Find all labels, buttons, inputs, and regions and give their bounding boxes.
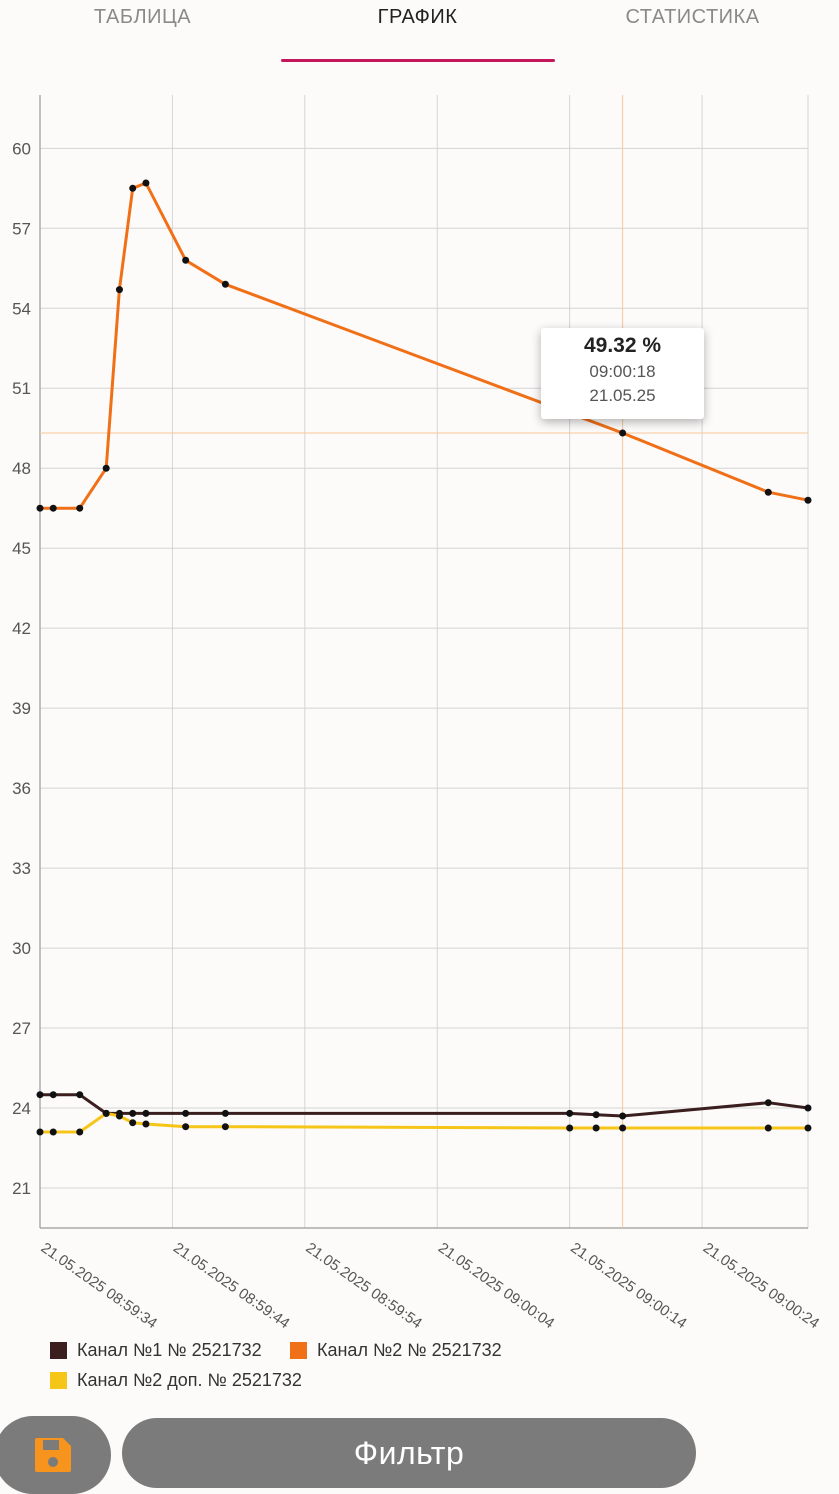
- data-point: [592, 1111, 600, 1119]
- data-point: [592, 1124, 600, 1132]
- filter-button[interactable]: Фильтр: [122, 1418, 696, 1488]
- y-tick-label: 33: [12, 859, 31, 878]
- save-button[interactable]: [0, 1416, 111, 1494]
- data-point: [182, 1123, 190, 1131]
- y-tick-label: 51: [12, 379, 31, 398]
- data-point: [619, 1124, 627, 1132]
- data-point: [102, 1109, 110, 1117]
- data-point: [129, 1119, 137, 1127]
- data-point: [764, 1099, 772, 1107]
- y-tick-label: 27: [12, 1019, 31, 1038]
- data-point: [619, 429, 627, 437]
- line-chart[interactable]: 21 24 27 30 33 36 39 42 45 48 51 54 57 60 21.05.2025 0…: [0, 70, 839, 1340]
- y-tick-label: 45: [12, 539, 31, 558]
- data-point: [129, 184, 137, 192]
- data-point: [115, 1112, 123, 1120]
- y-tick-label: 21: [12, 1179, 31, 1198]
- y-tick-label: 60: [12, 139, 31, 158]
- legend-item-channel2-extra: Канал №2 доп. № 2521732: [50, 1370, 302, 1391]
- data-point: [76, 504, 84, 512]
- legend-swatch: [290, 1342, 307, 1359]
- data-point: [804, 1104, 812, 1112]
- floppy-disk-icon: [34, 1438, 71, 1472]
- data-point: [619, 1112, 627, 1120]
- x-tick-label: 21.05.2025 08:59:54: [303, 1239, 425, 1332]
- y-tick-label: 24: [12, 1099, 31, 1118]
- data-point: [115, 286, 123, 294]
- data-point: [221, 1109, 229, 1117]
- data-point: [36, 1091, 44, 1099]
- y-tick-label: 36: [12, 779, 31, 798]
- x-tick-label: 21.05.2025 08:59:34: [38, 1239, 160, 1332]
- tab-statistics[interactable]: СТАТИСТИКА: [625, 6, 760, 28]
- legend-label: Канал №2 № 2521732: [317, 1340, 502, 1360]
- data-point: [182, 256, 190, 264]
- y-tick-label: 48: [12, 459, 31, 478]
- data-point: [49, 1128, 57, 1136]
- data-point: [764, 1124, 772, 1132]
- legend-label: Канал №1 № 2521732: [77, 1340, 262, 1360]
- y-tick-label: 54: [12, 299, 31, 318]
- tooltip-date: 21.05.25: [589, 386, 656, 405]
- x-tick-label: 21.05.2025 08:59:44: [170, 1239, 292, 1332]
- series-line-2: [40, 181, 809, 510]
- data-point: [49, 504, 57, 512]
- series-line-3: [40, 1111, 808, 1134]
- active-tab-indicator: [281, 59, 555, 62]
- data-point: [804, 1124, 812, 1132]
- tab-table[interactable]: ТАБЛИЦА: [93, 6, 192, 28]
- data-point: [566, 1109, 574, 1117]
- data-point: [566, 1124, 574, 1132]
- data-point: [764, 488, 772, 496]
- y-tick-label: 42: [12, 619, 31, 638]
- data-point: [76, 1128, 84, 1136]
- data-point: [804, 496, 812, 504]
- data-point: [221, 280, 229, 288]
- tooltip-time: 09:00:18: [589, 362, 656, 381]
- series-line-1: [40, 1093, 809, 1118]
- data-point: [49, 1091, 57, 1099]
- data-point: [182, 1109, 190, 1117]
- data-point: [36, 504, 44, 512]
- data-point: [102, 464, 110, 472]
- data-point: [76, 1091, 84, 1099]
- y-tick-label: 39: [12, 699, 31, 718]
- data-point: [142, 179, 150, 187]
- legend-swatch: [50, 1342, 67, 1359]
- x-tick-label: 21.05.2025 09:00:14: [567, 1239, 689, 1332]
- value-tooltip: 49.32 % 09:00:18 21.05.25: [541, 328, 704, 419]
- y-tick-label: 57: [12, 219, 31, 238]
- legend-swatch: [50, 1372, 67, 1389]
- y-tick-label: 30: [12, 939, 31, 958]
- legend-item-channel1: Канал №1 № 2521732: [50, 1340, 262, 1361]
- data-point: [36, 1128, 44, 1136]
- x-tick-label: 21.05.2025 09:00:24: [700, 1239, 822, 1332]
- data-point: [142, 1120, 150, 1128]
- legend-item-channel2: Канал №2 № 2521732: [290, 1340, 502, 1361]
- data-point: [129, 1109, 137, 1117]
- tab-graph[interactable]: ГРАФИК: [377, 6, 458, 28]
- x-tick-label: 21.05.2025 09:00:04: [435, 1239, 557, 1332]
- data-point: [142, 1109, 150, 1117]
- data-point: [221, 1123, 229, 1131]
- legend-label: Канал №2 доп. № 2521732: [77, 1370, 302, 1390]
- tooltip-value: 49.32 %: [583, 334, 662, 357]
- tab-bar: ТАБЛИЦА ГРАФИК СТАТИСТИКА: [0, 0, 839, 64]
